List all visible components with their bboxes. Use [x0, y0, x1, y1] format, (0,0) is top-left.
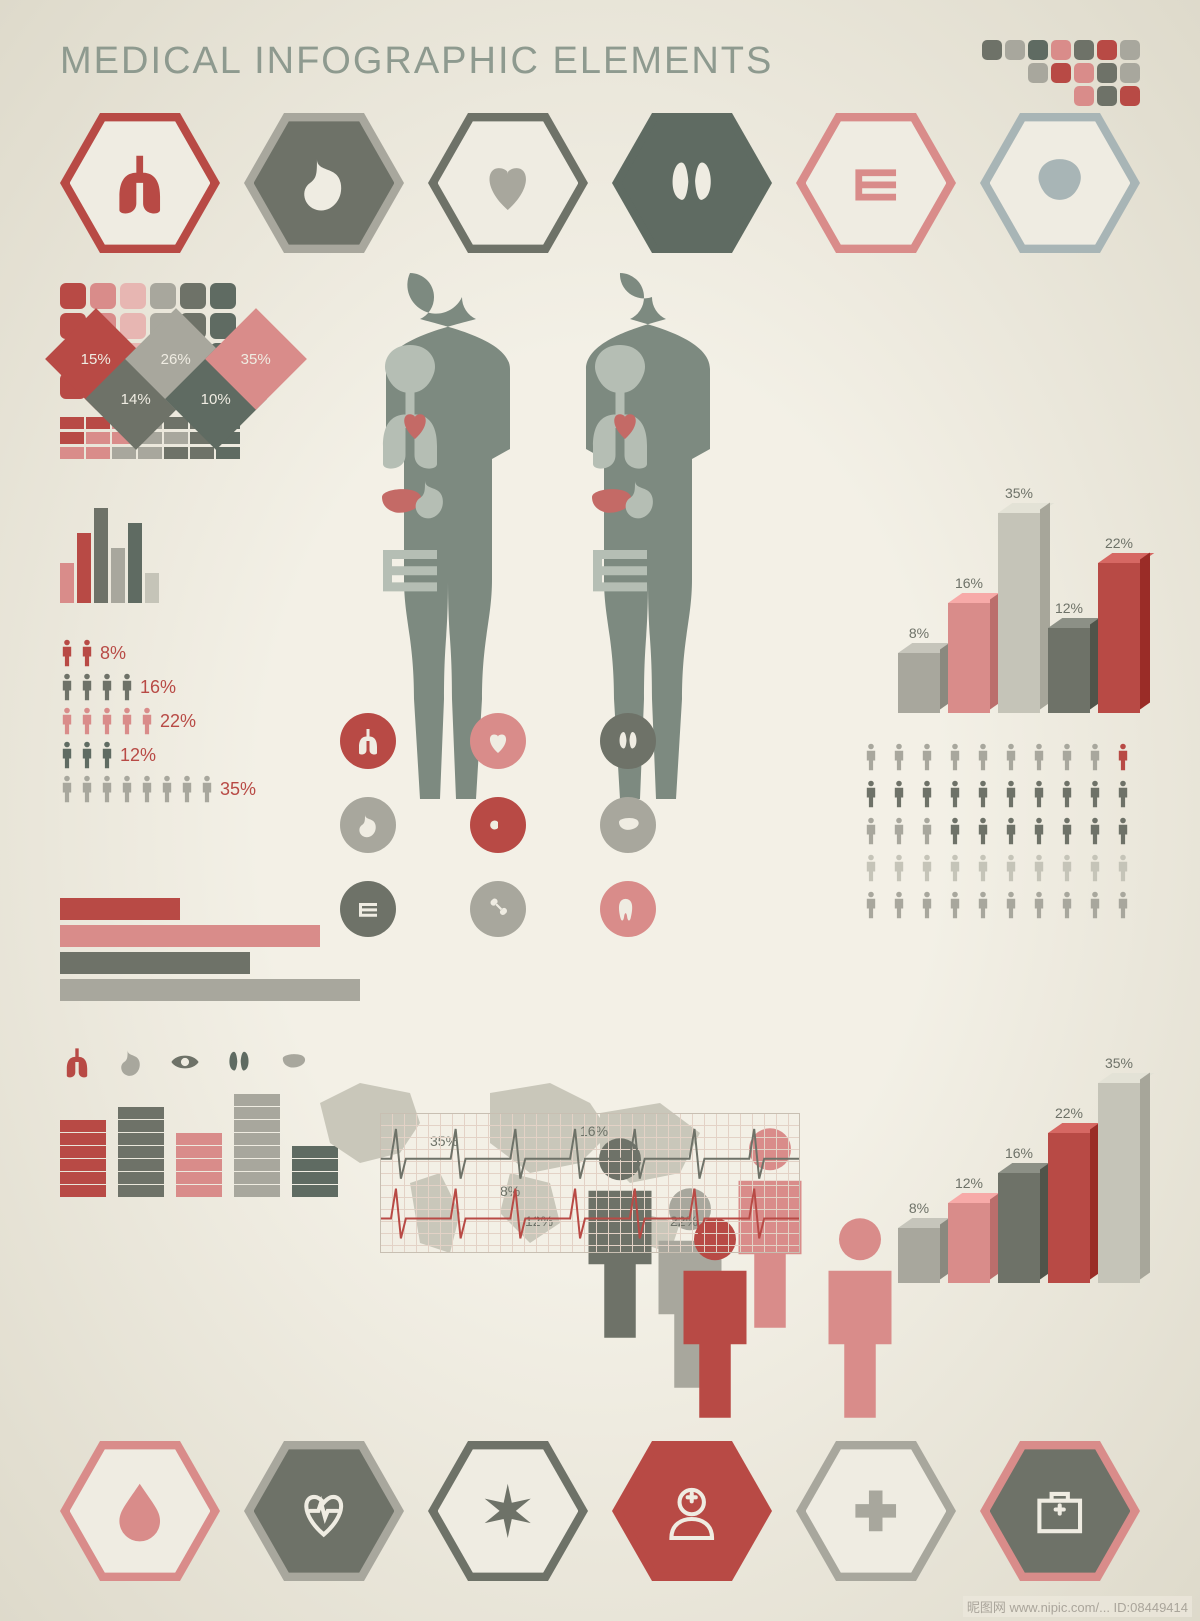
mini-vertical-bars — [60, 503, 159, 603]
pct-label: 22% — [160, 711, 196, 732]
kidneys-circle-icon — [600, 713, 656, 769]
hex-row-top — [60, 113, 1140, 253]
people-pct-rows: 8% 16% 22%12% 35% — [60, 633, 256, 809]
corner-pixel-grid — [982, 40, 1140, 106]
lungs-icon — [60, 1045, 94, 1084]
heart-circle-icon — [470, 713, 526, 769]
hex-intestine — [796, 113, 956, 253]
bar-label: 16% — [948, 575, 990, 591]
hex-heartbeat — [244, 1441, 404, 1581]
diamond-pct: 14% — [121, 391, 151, 408]
stomach-icon — [114, 1045, 148, 1084]
mid-section: 8%16%22%12%35% — [60, 273, 1140, 1323]
eye-icon — [168, 1045, 202, 1084]
circle-icons-right — [600, 713, 656, 965]
page-title: MEDICAL INFOGRAPHIC ELEMENTS — [60, 40, 1140, 83]
diamond-pct: 10% — [201, 391, 231, 408]
bar-label: 12% — [1048, 600, 1090, 616]
ecg-panel — [380, 1113, 800, 1253]
organ-icon-row — [60, 1045, 310, 1084]
diamond-pct: 15% 14% 26% 10% 35% — [60, 273, 320, 453]
joint-circle-icon — [470, 797, 526, 853]
diamond-pct: 26% — [161, 351, 191, 368]
bar-label: 22% — [1098, 535, 1140, 551]
hex-drop — [60, 1441, 220, 1581]
kidneys-icon — [222, 1045, 256, 1084]
hex-nurse — [612, 1441, 772, 1581]
pct-label: 16% — [140, 677, 176, 698]
pct-label: 35% — [220, 779, 256, 800]
bars3d-top: 8% 16% 35% 12% 22% — [898, 503, 1140, 713]
watermark: 昵图网 www.nipic.com/... ID:08449414 — [963, 1596, 1192, 1617]
hex-kidneys — [612, 113, 772, 253]
lungs-circle-icon — [340, 713, 396, 769]
pct-label: 12% — [120, 745, 156, 766]
intestine-circle-icon — [340, 881, 396, 937]
hex-stomach — [244, 113, 404, 253]
hex-heart — [428, 113, 588, 253]
hex-row-bottom — [60, 1441, 1140, 1581]
hex-brain — [980, 113, 1140, 253]
circle-icons-mid — [470, 713, 526, 965]
hex-cross — [796, 1441, 956, 1581]
hex-asterisk — [428, 1441, 588, 1581]
liver-circle-icon — [600, 797, 656, 853]
hex-lungs — [60, 113, 220, 253]
people-grid — [864, 743, 1140, 924]
page: MEDICAL INFOGRAPHIC ELEMENTS 8%16%22%12%… — [0, 0, 1200, 1621]
stomach-circle-icon — [340, 797, 396, 853]
diamond-pct: 35% — [241, 351, 271, 368]
bar-label: 35% — [998, 485, 1040, 501]
bone-circle-icon — [470, 881, 526, 937]
horizontal-bars — [60, 893, 380, 1006]
circle-icons-left — [340, 713, 396, 965]
hex-kit — [980, 1441, 1140, 1581]
tooth-circle-icon — [600, 881, 656, 937]
bar-label: 8% — [898, 625, 940, 641]
pct-label: 8% — [100, 643, 126, 664]
diamond-pct: 15% — [81, 351, 111, 368]
